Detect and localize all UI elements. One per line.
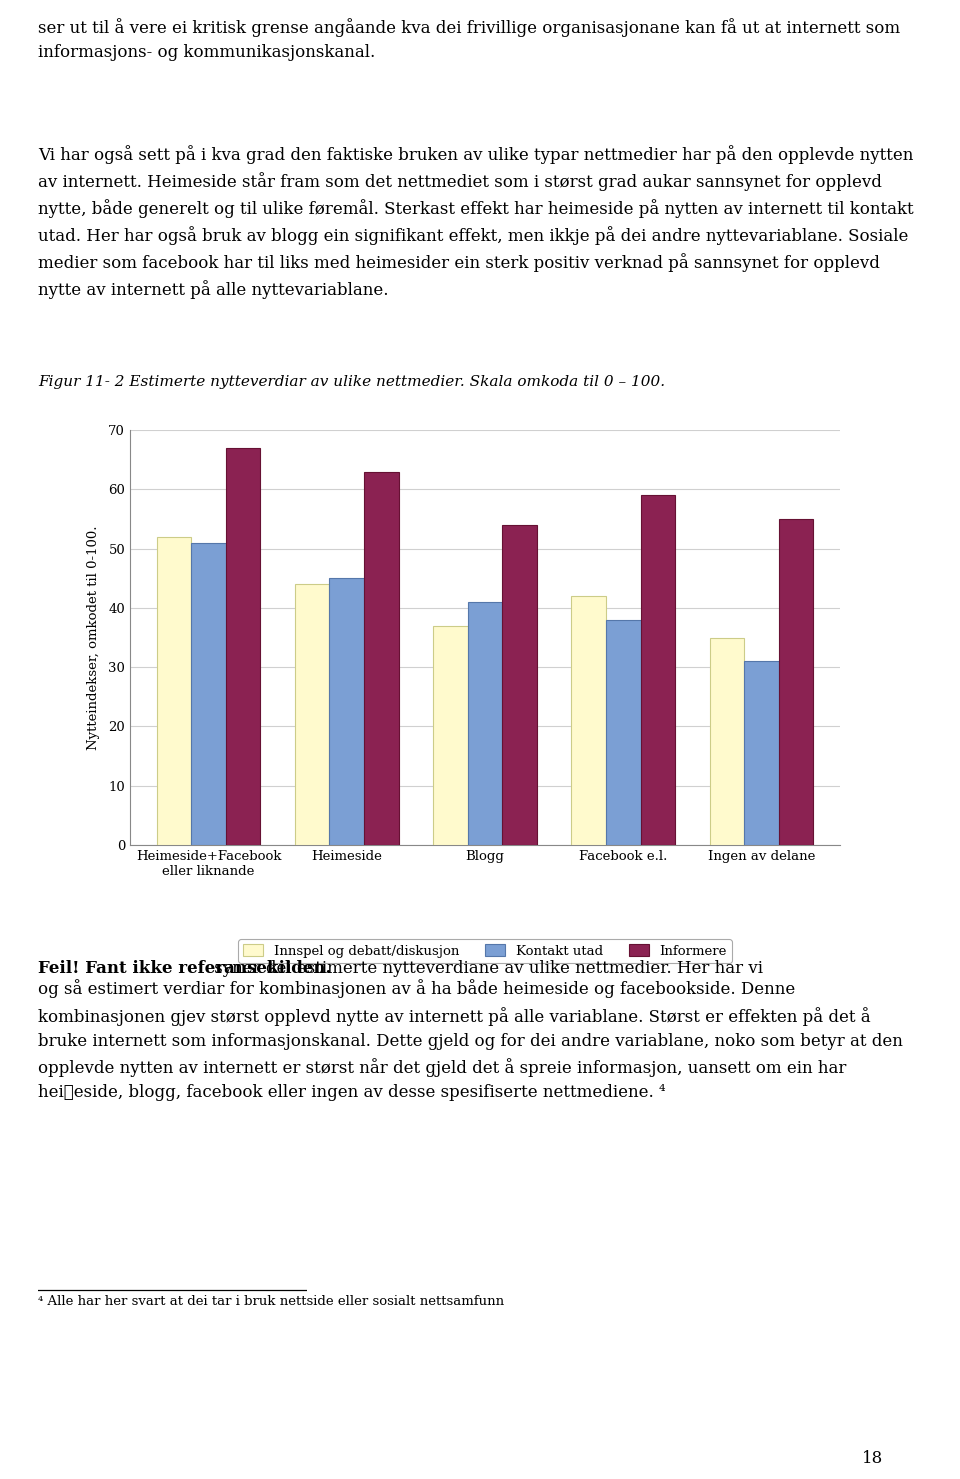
Bar bbox=[640, 495, 675, 845]
Bar bbox=[191, 543, 226, 845]
Text: Figur 11- 2 Estimerte nytteverdiar av ulike nettmedier. Skala omkoda til 0 – 100: Figur 11- 2 Estimerte nytteverdiar av ul… bbox=[38, 376, 665, 389]
Text: 18: 18 bbox=[862, 1449, 883, 1467]
Bar bbox=[606, 620, 640, 845]
Bar bbox=[364, 472, 398, 845]
Text: Feil! Fant ikke referansekilden.: Feil! Fant ikke referansekilden. bbox=[38, 960, 331, 978]
Text: ⁴ Alle har her svart at dei tar i bruk nettside eller sosialt nettsamfunn: ⁴ Alle har her svart at dei tar i bruk n… bbox=[38, 1296, 504, 1307]
Y-axis label: Nytteindekser, omkodet til 0-100.: Nytteindekser, omkodet til 0-100. bbox=[87, 525, 100, 750]
Bar bbox=[329, 578, 364, 845]
Bar bbox=[779, 519, 813, 845]
Bar bbox=[156, 537, 191, 845]
Text: og så estimert verdiar for kombinasjonen av å ha både heimeside og facebookside.: og så estimert verdiar for kombinasjonen… bbox=[38, 979, 902, 1100]
Bar bbox=[468, 602, 502, 845]
Text: ser ut til å vere ei kritisk grense angåande kva dei frivillige organisasjonane : ser ut til å vere ei kritisk grense angå… bbox=[38, 18, 900, 61]
Bar bbox=[744, 661, 779, 845]
Bar bbox=[502, 525, 537, 845]
Text: syner dei estimerte nytteverdiane av ulike nettmedier. Her har vi: syner dei estimerte nytteverdiane av uli… bbox=[209, 960, 763, 978]
Legend: Innspel og debatt/diskusjon, Kontakt utad, Informere: Innspel og debatt/diskusjon, Kontakt uta… bbox=[238, 939, 732, 963]
Bar bbox=[709, 637, 744, 845]
Text: Vi har også sett på i kva grad den faktiske bruken av ulike typar nettmedier har: Vi har også sett på i kva grad den fakti… bbox=[38, 145, 914, 299]
Bar bbox=[433, 626, 468, 845]
Bar bbox=[571, 596, 606, 845]
Bar bbox=[295, 584, 329, 845]
Bar bbox=[226, 448, 260, 845]
